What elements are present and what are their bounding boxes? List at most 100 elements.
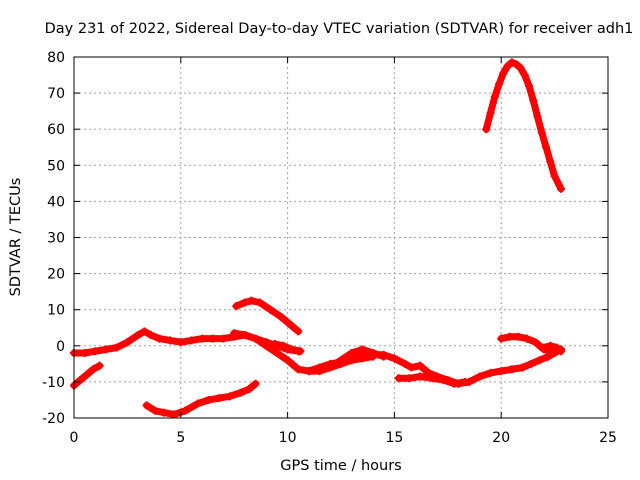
data-point bbox=[460, 377, 469, 386]
data-point bbox=[405, 374, 414, 383]
data-point bbox=[520, 71, 529, 80]
data-point bbox=[542, 143, 551, 152]
series-sat-m bbox=[539, 341, 566, 356]
data-point bbox=[304, 367, 313, 376]
data-point bbox=[232, 302, 241, 311]
data-point bbox=[80, 349, 89, 358]
x-tick-label: 15 bbox=[385, 430, 403, 446]
series-sat-i bbox=[394, 372, 469, 388]
data-point bbox=[146, 330, 155, 339]
data-point bbox=[193, 399, 202, 408]
data-point bbox=[215, 394, 224, 403]
data-point bbox=[76, 376, 85, 385]
data-point bbox=[170, 410, 179, 419]
data-point bbox=[497, 334, 506, 343]
y-tick-label: 0 bbox=[56, 339, 65, 355]
data-point bbox=[537, 128, 546, 137]
series-sat-h bbox=[326, 350, 527, 388]
data-point bbox=[503, 62, 512, 71]
data-point bbox=[507, 365, 516, 374]
data-point bbox=[112, 343, 121, 352]
data-point bbox=[240, 298, 249, 307]
data-point bbox=[439, 376, 448, 385]
series-line bbox=[271, 340, 304, 355]
data-point bbox=[407, 363, 416, 372]
x-tick-label: 20 bbox=[492, 430, 510, 446]
y-tick-label: 10 bbox=[47, 303, 65, 319]
series-sat-d bbox=[232, 296, 303, 336]
data-point bbox=[287, 321, 296, 330]
x-axis-label: GPS time / hours bbox=[280, 458, 401, 474]
data-point bbox=[270, 339, 279, 348]
data-point bbox=[390, 354, 399, 363]
y-tick-label: 70 bbox=[47, 86, 65, 102]
data-point bbox=[529, 96, 538, 105]
data-point bbox=[91, 347, 100, 356]
x-tick-label: 25 bbox=[599, 430, 617, 446]
y-tick-label: 20 bbox=[47, 267, 65, 283]
data-point bbox=[82, 370, 91, 379]
data-point bbox=[516, 63, 525, 72]
data-point bbox=[134, 330, 143, 339]
data-point bbox=[262, 338, 271, 347]
data-point bbox=[204, 395, 213, 404]
data-point bbox=[527, 359, 536, 368]
y-tick-label: -10 bbox=[42, 375, 65, 391]
data-point bbox=[505, 332, 514, 341]
data-point bbox=[95, 361, 104, 370]
data-point bbox=[394, 374, 403, 383]
data-point bbox=[89, 365, 98, 374]
series-sat-j bbox=[482, 58, 566, 193]
data-point bbox=[315, 367, 324, 376]
data-point bbox=[512, 60, 521, 69]
data-point bbox=[337, 359, 345, 368]
data-point bbox=[294, 327, 303, 336]
data-point bbox=[245, 385, 254, 394]
data-point bbox=[535, 356, 544, 365]
data-point bbox=[151, 406, 160, 415]
data-point bbox=[142, 401, 151, 410]
data-point bbox=[140, 327, 149, 336]
data-point bbox=[102, 345, 111, 354]
data-point bbox=[550, 172, 559, 181]
data-point bbox=[219, 334, 228, 343]
data-point bbox=[416, 361, 425, 370]
data-point bbox=[198, 334, 207, 343]
data-point bbox=[533, 112, 542, 121]
data-point bbox=[552, 343, 561, 352]
data-point bbox=[159, 408, 168, 417]
data-point bbox=[166, 336, 175, 345]
y-axis-ticks: -20 -10 0 10 20 30 40 50 60 70 80 bbox=[42, 50, 608, 427]
data-point bbox=[539, 343, 548, 352]
data-point bbox=[557, 347, 566, 356]
data-point bbox=[294, 365, 303, 374]
data-point bbox=[326, 363, 335, 372]
series-sat-f bbox=[270, 339, 305, 356]
y-axis-label: SDTVAR / TECUs bbox=[8, 178, 24, 297]
data-point bbox=[531, 338, 540, 347]
data-point bbox=[482, 125, 491, 134]
data-point bbox=[272, 349, 281, 358]
y-tick-label: 30 bbox=[47, 231, 65, 247]
data-point bbox=[416, 372, 425, 381]
data-point bbox=[251, 334, 260, 343]
y-tick-label: 50 bbox=[47, 158, 65, 174]
data-point bbox=[283, 356, 292, 365]
data-point bbox=[499, 69, 508, 78]
data-point bbox=[486, 108, 495, 117]
data-point bbox=[401, 359, 410, 368]
data-point bbox=[490, 92, 499, 101]
y-tick-label: -20 bbox=[42, 411, 65, 427]
data-point bbox=[208, 334, 217, 343]
x-tick-label: 0 bbox=[70, 430, 79, 446]
x-tick-label: 5 bbox=[176, 430, 185, 446]
data-point bbox=[546, 157, 555, 166]
data-point bbox=[428, 374, 437, 383]
data-point bbox=[507, 58, 516, 67]
series-sat-b bbox=[70, 361, 104, 390]
data-point bbox=[495, 80, 504, 89]
series-sat-l bbox=[518, 345, 566, 372]
data-point bbox=[347, 356, 356, 365]
y-tick-label: 40 bbox=[47, 194, 65, 210]
